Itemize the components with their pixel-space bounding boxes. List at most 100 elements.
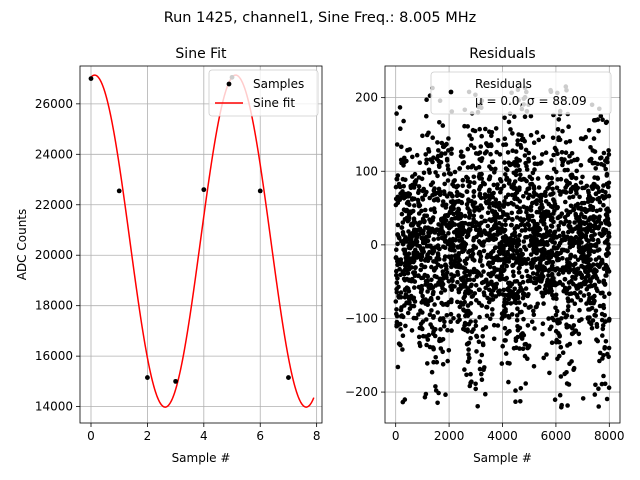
residual-point xyxy=(437,120,442,125)
residual-point xyxy=(601,353,606,358)
residual-point xyxy=(423,391,429,397)
residual-point xyxy=(489,297,495,302)
residual-point xyxy=(405,310,411,316)
axes-title: Sine Fit xyxy=(175,46,227,62)
residual-point xyxy=(479,176,485,181)
residual-point xyxy=(471,145,477,151)
residual-point xyxy=(445,178,451,183)
residual-point xyxy=(572,301,578,307)
residual-point xyxy=(555,257,560,263)
residual-point xyxy=(555,151,560,156)
residual-point xyxy=(532,276,537,281)
residual-point xyxy=(528,304,533,310)
residual-point xyxy=(517,206,522,211)
residual-point xyxy=(514,215,520,220)
residual-point xyxy=(523,147,529,153)
residual-point xyxy=(515,138,520,143)
residual-point xyxy=(416,222,421,228)
residual-point xyxy=(424,189,429,195)
residual-point xyxy=(461,295,467,301)
residual-point xyxy=(553,292,559,298)
residual-point xyxy=(489,270,495,276)
residual-point xyxy=(401,183,407,189)
residual-point xyxy=(450,193,455,199)
residual-point xyxy=(529,238,535,243)
residual-point xyxy=(517,265,522,270)
residual-point xyxy=(487,187,492,193)
residual-point xyxy=(455,279,460,285)
residual-point xyxy=(596,217,602,223)
residual-point xyxy=(408,293,414,299)
residual-point xyxy=(450,244,456,250)
residual-point xyxy=(427,170,432,175)
residual-point xyxy=(523,261,529,266)
residual-point xyxy=(590,197,596,202)
residual-point xyxy=(529,213,535,219)
residual-point xyxy=(403,323,408,329)
residual-point xyxy=(412,285,417,290)
residual-point xyxy=(539,152,545,157)
residual-point xyxy=(528,207,534,213)
residual-point xyxy=(593,220,598,226)
sine-fit-plot-area xyxy=(88,74,315,408)
residual-point xyxy=(507,328,512,334)
residual-point xyxy=(585,269,591,275)
residual-point xyxy=(462,228,468,234)
residual-point xyxy=(552,240,557,245)
residual-point xyxy=(526,292,531,297)
residual-point xyxy=(578,180,584,185)
residual-point xyxy=(399,144,404,150)
residual-point xyxy=(589,237,594,242)
residual-point xyxy=(496,249,502,254)
residual-point xyxy=(508,127,513,132)
residual-point xyxy=(595,161,600,167)
residual-point xyxy=(482,292,487,298)
residual-point xyxy=(399,225,405,230)
y-tick-label: 22000 xyxy=(35,198,73,212)
residual-point xyxy=(457,304,463,310)
residual-point xyxy=(435,400,440,406)
residual-point xyxy=(604,156,610,161)
residual-point xyxy=(606,152,612,157)
residual-point xyxy=(531,155,537,160)
residual-point xyxy=(418,308,423,314)
residual-point xyxy=(541,213,546,219)
residual-point xyxy=(466,321,472,327)
residual-point xyxy=(535,221,540,227)
residual-point xyxy=(435,262,441,268)
residual-point xyxy=(495,138,501,143)
residual-point xyxy=(550,292,555,298)
residual-point xyxy=(457,317,462,323)
residual-point xyxy=(556,223,561,229)
residual-point xyxy=(472,291,478,296)
residual-point xyxy=(402,271,407,277)
residual-point xyxy=(517,300,522,305)
residual-point xyxy=(602,294,607,300)
residual-point xyxy=(424,113,429,119)
residual-point xyxy=(449,276,455,282)
residual-point xyxy=(567,285,572,290)
residual-point xyxy=(564,381,570,386)
residual-point xyxy=(400,399,406,405)
residual-point xyxy=(404,207,410,213)
residual-point xyxy=(520,279,526,285)
residual-point xyxy=(524,163,529,169)
residual-point xyxy=(512,195,518,201)
residual-point xyxy=(535,176,541,181)
residual-point xyxy=(566,124,571,129)
residual-point xyxy=(502,299,507,305)
residual-point xyxy=(571,365,577,371)
residual-point xyxy=(472,180,477,185)
residual-point xyxy=(585,316,591,321)
residual-point xyxy=(582,206,588,212)
residual-point xyxy=(592,175,597,180)
residual-point xyxy=(524,268,529,274)
residual-point xyxy=(452,169,458,175)
residual-point xyxy=(509,210,515,216)
y-tick-label: 20000 xyxy=(35,248,73,262)
residual-point xyxy=(455,299,460,305)
residual-point xyxy=(506,181,512,186)
residual-point xyxy=(560,270,566,275)
residual-point xyxy=(593,215,598,220)
residual-point xyxy=(465,146,471,152)
